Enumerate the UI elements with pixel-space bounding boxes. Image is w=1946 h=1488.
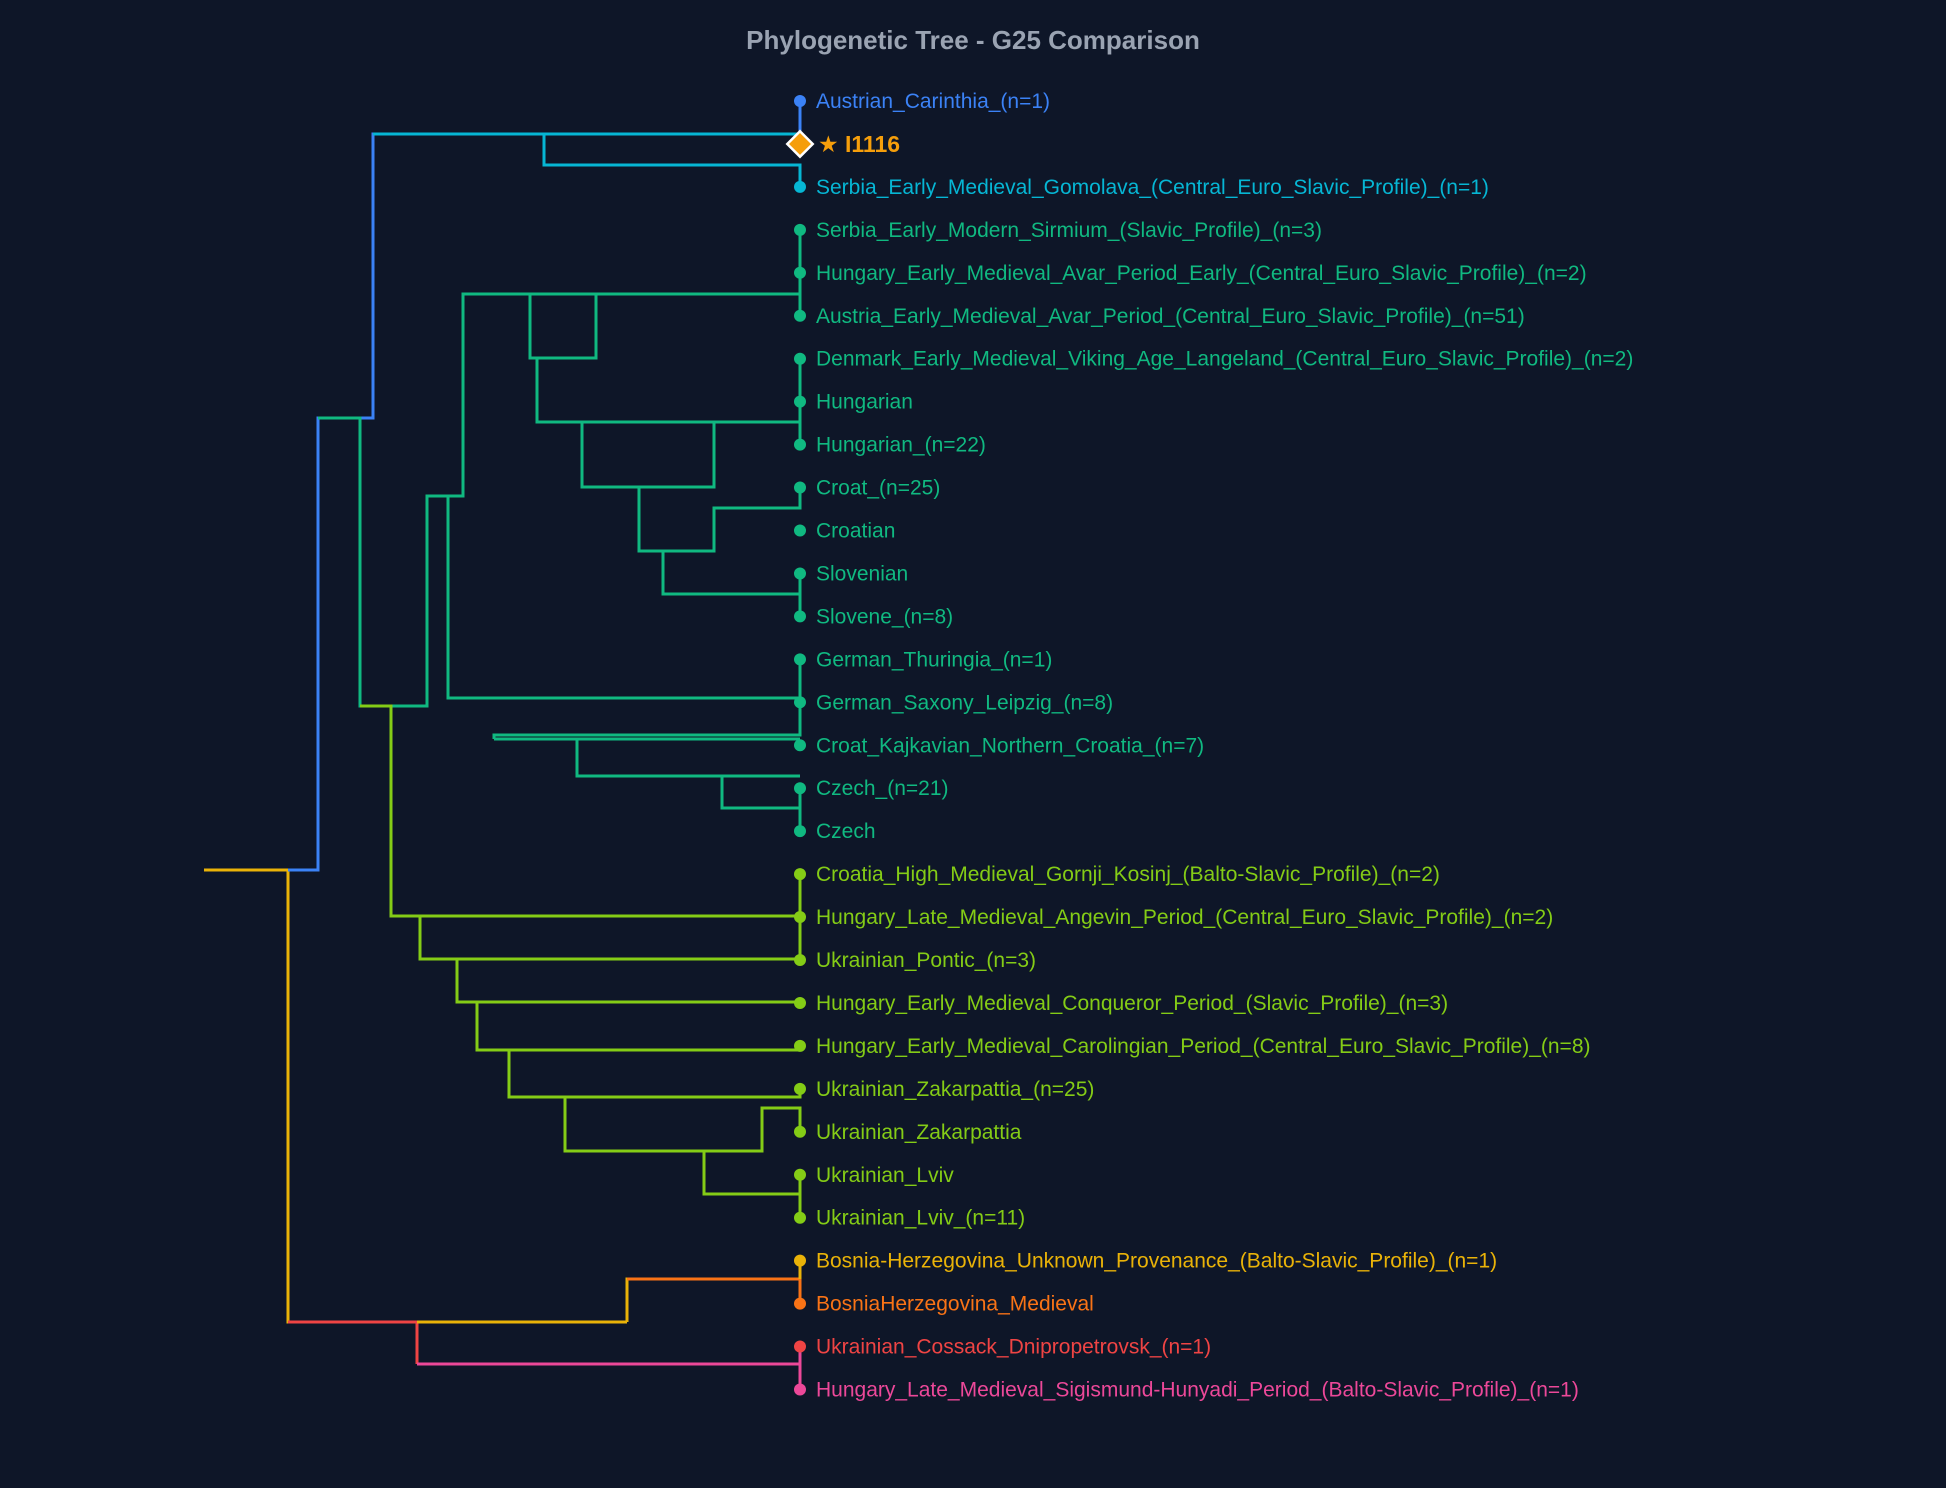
leaf-node bbox=[794, 1211, 806, 1224]
leaf-label[interactable]: Bosnia-Herzegovina_Unknown_Provenance_(B… bbox=[816, 1250, 1497, 1273]
branch-cyan bbox=[373, 132, 802, 187]
branch-main-blue bbox=[288, 101, 802, 872]
tree-branches bbox=[204, 101, 802, 1387]
leaf-label[interactable]: Slovene_(n=8) bbox=[816, 605, 953, 628]
branch-green-main bbox=[318, 230, 802, 708]
leaf-node bbox=[794, 868, 806, 881]
leaf-node bbox=[794, 524, 806, 537]
leaf-label[interactable]: Serbia_Early_Medieval_Gomolava_(Central_… bbox=[816, 176, 1489, 199]
leaf-label[interactable]: Hungary_Late_Medieval_Sigismund-Hunyadi_… bbox=[816, 1379, 1579, 1402]
branch-bosnia-unknown bbox=[417, 1258, 802, 1324]
leaf-label[interactable]: BosniaHerzegovina_Medieval bbox=[816, 1293, 1094, 1316]
leaf-label[interactable]: Ukrainian_Lviv_(n=11) bbox=[816, 1207, 1025, 1230]
leaf-label[interactable]: Ukrainian_Pontic_(n=3) bbox=[816, 949, 1036, 972]
leaf-label[interactable]: Ukrainian_Zakarpattia_(n=25) bbox=[816, 1078, 1094, 1101]
leaf-node bbox=[794, 610, 806, 623]
branch-green-avar bbox=[528, 294, 598, 360]
branch-cossack-hunyadi bbox=[288, 1320, 419, 1364]
leaf-label[interactable]: German_Saxony_Leipzig_(n=8) bbox=[816, 691, 1113, 714]
leaf-node bbox=[794, 1168, 806, 1181]
leaf-node bbox=[794, 1340, 806, 1353]
leaf-label[interactable]: Hungarian bbox=[816, 391, 913, 414]
leaf-node bbox=[794, 266, 806, 279]
leaf-label[interactable]: Denmark_Early_Medieval_Viking_Age_Langel… bbox=[816, 348, 1633, 371]
branch-green-croat bbox=[580, 422, 802, 553]
leaf-label[interactable]: Ukrainian_Lviv bbox=[816, 1164, 954, 1187]
leaf-label[interactable]: Slovenian bbox=[816, 562, 908, 585]
leaf-node bbox=[794, 1254, 806, 1267]
branch-bosnia-medieval bbox=[627, 1277, 802, 1301]
leaf-node bbox=[794, 95, 806, 107]
branch-green-german bbox=[427, 494, 802, 739]
leaf-label[interactable]: Ukrainian_Cossack_Dnipropetrovsk_(n=1) bbox=[816, 1336, 1211, 1359]
leaf-node bbox=[794, 653, 806, 666]
leaf-node bbox=[794, 309, 806, 322]
leaf-node bbox=[794, 223, 806, 236]
leaf-label[interactable]: Croat_(n=25) bbox=[816, 477, 940, 500]
query-sample-label[interactable]: ★ I1116 bbox=[818, 131, 900, 157]
branch-lime-lviv bbox=[702, 1151, 802, 1215]
leaf-node bbox=[794, 954, 806, 966]
leaf-label[interactable]: Hungary_Early_Medieval_Avar_Period_Early… bbox=[816, 262, 1587, 285]
leaf-node bbox=[794, 352, 806, 365]
leaf-label[interactable]: Hungary_Late_Medieval_Angevin_Period_(Ce… bbox=[816, 906, 1553, 929]
leaf-node bbox=[794, 696, 806, 709]
leaf-label[interactable]: Hungarian_(n=22) bbox=[816, 434, 986, 457]
branch-lime-main bbox=[360, 704, 802, 959]
leaf-node bbox=[794, 567, 806, 580]
leaf-node bbox=[794, 481, 806, 494]
leaf-label[interactable]: Croat_Kajkavian_Northern_Croatia_(n=7) bbox=[816, 734, 1204, 757]
leaf-node bbox=[794, 739, 806, 752]
leaf-layer: Austrian_Carinthia_(n=1) ★ I1116 Serbia_Ea… bbox=[785, 90, 1633, 1402]
branch-green-hungarian bbox=[530, 356, 802, 444]
leaf-label[interactable]: Croatian bbox=[816, 520, 895, 543]
leaf-node bbox=[794, 395, 806, 408]
query-sample-marker bbox=[785, 129, 815, 159]
leaf-node bbox=[794, 996, 806, 1009]
leaf-node bbox=[794, 911, 806, 924]
leaf-node bbox=[794, 438, 806, 451]
leaf-label[interactable]: Hungary_Early_Medieval_Conqueror_Period_… bbox=[816, 992, 1448, 1015]
leaf-node bbox=[794, 180, 806, 193]
branch-green-slovene bbox=[661, 551, 802, 615]
leaf-node bbox=[794, 1039, 806, 1052]
leaf-label[interactable]: Serbia_Early_Modern_Sirmium_(Slavic_Prof… bbox=[816, 219, 1322, 242]
branch-lime-zak bbox=[507, 1050, 802, 1153]
leaf-node bbox=[794, 1125, 806, 1138]
leaf-node bbox=[794, 825, 806, 838]
branch-green-croatkaj bbox=[494, 737, 802, 829]
branch-hunyadi bbox=[417, 1345, 802, 1387]
leaf-node bbox=[794, 1383, 806, 1396]
leaf-label[interactable]: Czech_(n=21) bbox=[816, 777, 949, 800]
leaf-node bbox=[794, 1297, 806, 1310]
leaf-node bbox=[794, 1082, 806, 1095]
leaf-label[interactable]: Ukrainian_Zakarpattia bbox=[816, 1121, 1022, 1144]
branch-lime-pontic bbox=[418, 916, 802, 1052]
leaf-label[interactable]: Austrian_Carinthia_(n=1) bbox=[816, 90, 1050, 113]
leaf-label[interactable]: Austria_Early_Medieval_Avar_Period_(Cent… bbox=[816, 305, 1525, 328]
leaf-label[interactable]: Croatia_High_Medieval_Gornji_Kosinj_(Bal… bbox=[816, 863, 1440, 886]
leaf-label[interactable]: Czech bbox=[816, 820, 876, 843]
chart-title: Phylogenetic Tree - G25 Comparison bbox=[746, 25, 1200, 55]
leaf-label[interactable]: German_Thuringia_(n=1) bbox=[816, 648, 1052, 671]
leaf-node bbox=[794, 782, 806, 795]
leaf-label[interactable]: Hungary_Early_Medieval_Carolingian_Perio… bbox=[816, 1035, 1591, 1058]
